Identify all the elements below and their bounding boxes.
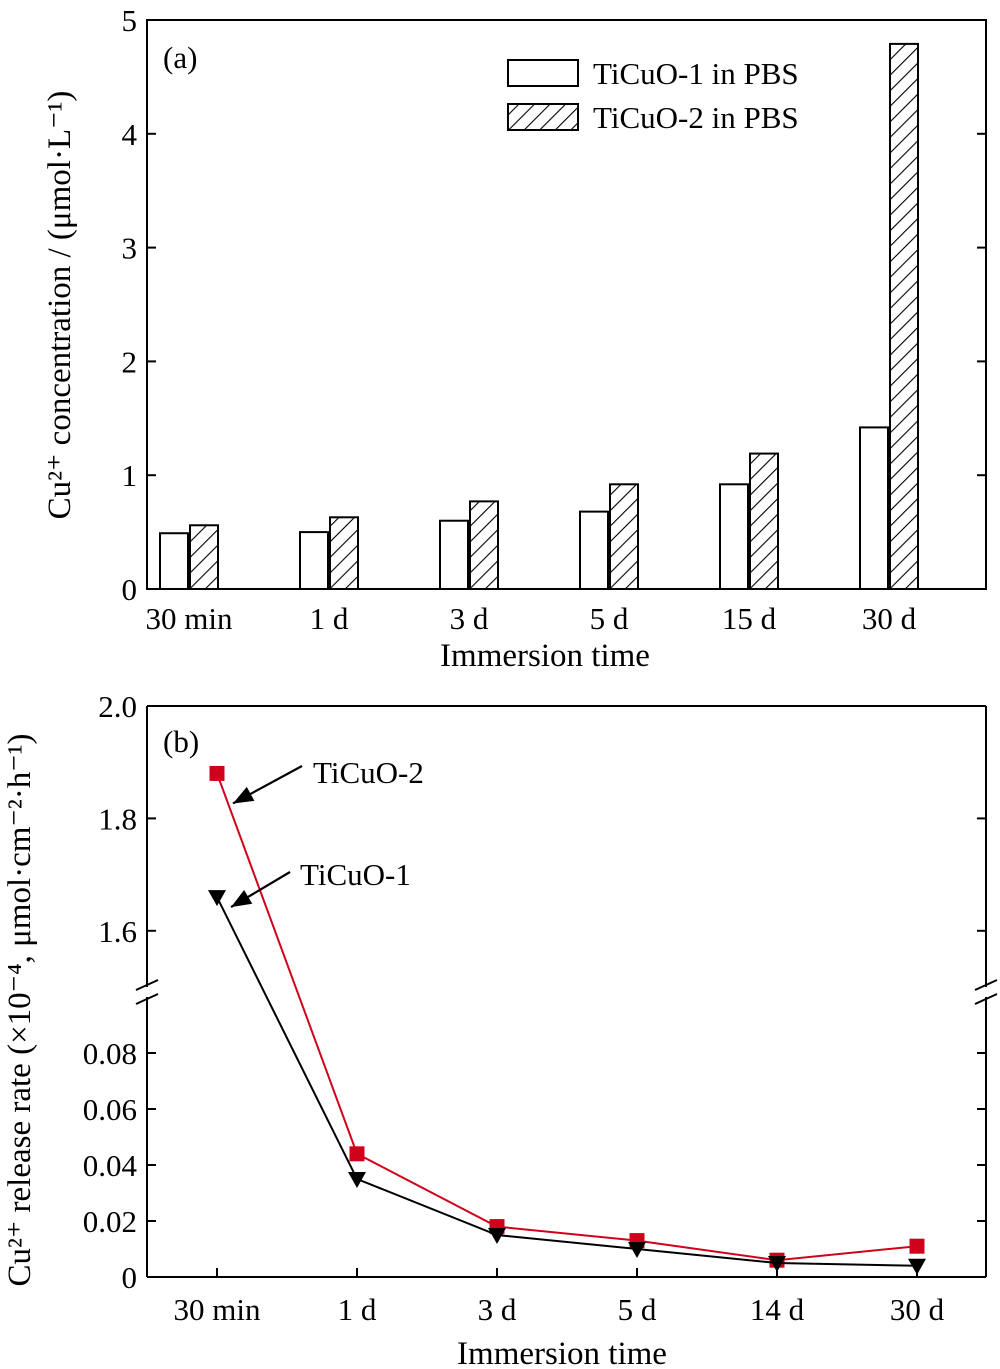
data-point-ticuo-2 [209, 765, 225, 781]
panel-b-y-ticks: 0 0.02 0.04 0.06 0.08 1.6 1.8 2.0 [83, 689, 986, 1295]
panel-a-x-axis-label: Immersion time [440, 638, 650, 674]
panel-b-y-tick-label: 0.06 [83, 1092, 137, 1127]
panel-a-x-tick-label: 1 d [310, 601, 349, 636]
panel-b-y-tick-label: 0 [122, 1260, 138, 1295]
panel-b-x-tick-label: 30 min [174, 1292, 261, 1327]
panel-b-series [208, 765, 926, 1275]
panel-a-legend: TiCuO-1 in PBS TiCuO-2 in PBS [507, 56, 799, 135]
bar-ticuo-1 [159, 532, 189, 590]
panel-a-x-tick-label: 30 min [146, 601, 233, 636]
panel-a-x-tick-label: 5 d [590, 601, 629, 636]
panel-a-y-tick-label: 4 [122, 117, 138, 152]
panel-a-label: (a) [163, 40, 197, 75]
panel-b-y-tick-label: 0.02 [83, 1204, 137, 1239]
panel-a-bar-chart: (a) 0 1 2 3 4 5 30 min 1 d 3 d 5 d 15 d 30 d TiCuO… [42, 3, 987, 674]
panel-a-y-tick-label: 0 [122, 572, 138, 607]
data-point-ticuo-1 [208, 890, 226, 907]
bar-ticuo-2 [469, 500, 499, 590]
bar-ticuo-1 [579, 510, 609, 590]
axis-break-mark [974, 993, 998, 1005]
axis-break-mark [135, 979, 159, 991]
bar-ticuo-1 [299, 531, 329, 590]
legend-swatch-open [507, 59, 579, 87]
bar-ticuo-2 [609, 483, 639, 590]
bar-ticuo-2 [889, 42, 919, 590]
bar-ticuo-2 [329, 516, 359, 591]
bar-ticuo-1 [439, 519, 469, 590]
legend-label-series-2: TiCuO-2 in PBS [593, 100, 799, 135]
panel-b-x-tick-label: 30 d [890, 1292, 945, 1327]
legend-label-series-1: TiCuO-1 in PBS [593, 56, 799, 91]
panel-b-y-tick-label: 1.8 [98, 801, 137, 836]
annotation-ticuo-2: TiCuO-2 [313, 755, 424, 790]
bar-ticuo-1 [859, 426, 889, 590]
panel-a-x-tick-label: 30 d [862, 601, 917, 636]
panel-b-y-axis-label: Cu²⁺ release rate (×10⁻⁴, μmol·cm⁻²·h⁻¹) [2, 733, 38, 1286]
data-point-ticuo-1 [348, 1172, 366, 1188]
panel-b-x-axis-label: Immersion time [457, 1336, 667, 1369]
panel-b-y-tick-label: 0.08 [83, 1036, 137, 1071]
panel-a-x-tick-label: 3 d [450, 601, 489, 636]
annotation-arrow-ticuo-1-head [231, 889, 253, 908]
panel-a-x-ticks: 30 min 1 d 3 d 5 d 15 d 30 d [146, 601, 917, 636]
axis-break-mark [974, 979, 998, 991]
axis-break-mark [135, 993, 159, 1005]
panel-b-y-tick-label: 0.04 [83, 1148, 138, 1183]
panel-b-line-chart: (b) 0 0.02 0.04 0.06 0.08 1.6 1.8 2.0 30 min 1 d… [2, 689, 998, 1369]
data-point-ticuo-2 [909, 1238, 925, 1254]
data-point-ticuo-1 [628, 1242, 646, 1258]
panel-a-x-tick-label: 15 d [722, 601, 777, 636]
data-point-ticuo-1 [488, 1228, 506, 1244]
panel-a-y-tick-label: 1 [122, 458, 138, 493]
panel-a-y-axis-label: Cu²⁺ concentration / (μmol·L⁻¹) [42, 91, 78, 520]
data-point-ticuo-1 [908, 1258, 926, 1275]
panel-b-annotations: TiCuO-2 TiCuO-1 [230, 755, 424, 909]
annotation-ticuo-1: TiCuO-1 [300, 857, 411, 892]
panel-b-x-tick-label: 3 d [478, 1292, 517, 1327]
panel-b-x-tick-label: 1 d [338, 1292, 377, 1327]
data-point-ticuo-1 [768, 1256, 786, 1272]
bar-ticuo-1 [719, 483, 749, 590]
panel-b-label: (b) [163, 724, 199, 759]
panel-b-y-tick-label: 1.6 [98, 914, 137, 949]
panel-b-x-tick-label: 14 d [750, 1292, 805, 1327]
panel-b-x-ticks: 30 min 1 d 3 d 5 d 14 d 30 d [174, 1268, 945, 1327]
panel-b-frame [135, 705, 998, 1278]
panel-a-y-ticks: 0 1 2 3 4 5 [122, 3, 986, 607]
bar-ticuo-2 [749, 452, 779, 590]
series-line-ticuo-2 [216, 773, 918, 1262]
panel-a-y-tick-label: 5 [122, 3, 138, 38]
annotation-arrow-ticuo-2-head [233, 786, 255, 804]
series-line-ticuo-1 [216, 896, 918, 1267]
legend-swatch-hatched [507, 103, 579, 131]
panel-a-frame [146, 19, 987, 590]
panel-a-y-tick-label: 2 [122, 344, 138, 379]
panel-a-y-tick-label: 3 [122, 231, 138, 266]
panel-b-y-tick-label: 2.0 [98, 689, 137, 724]
panel-b-x-tick-label: 5 d [618, 1292, 657, 1327]
bar-ticuo-2 [189, 524, 219, 590]
data-point-ticuo-2 [349, 1146, 365, 1162]
panel-a-bars [159, 42, 919, 591]
